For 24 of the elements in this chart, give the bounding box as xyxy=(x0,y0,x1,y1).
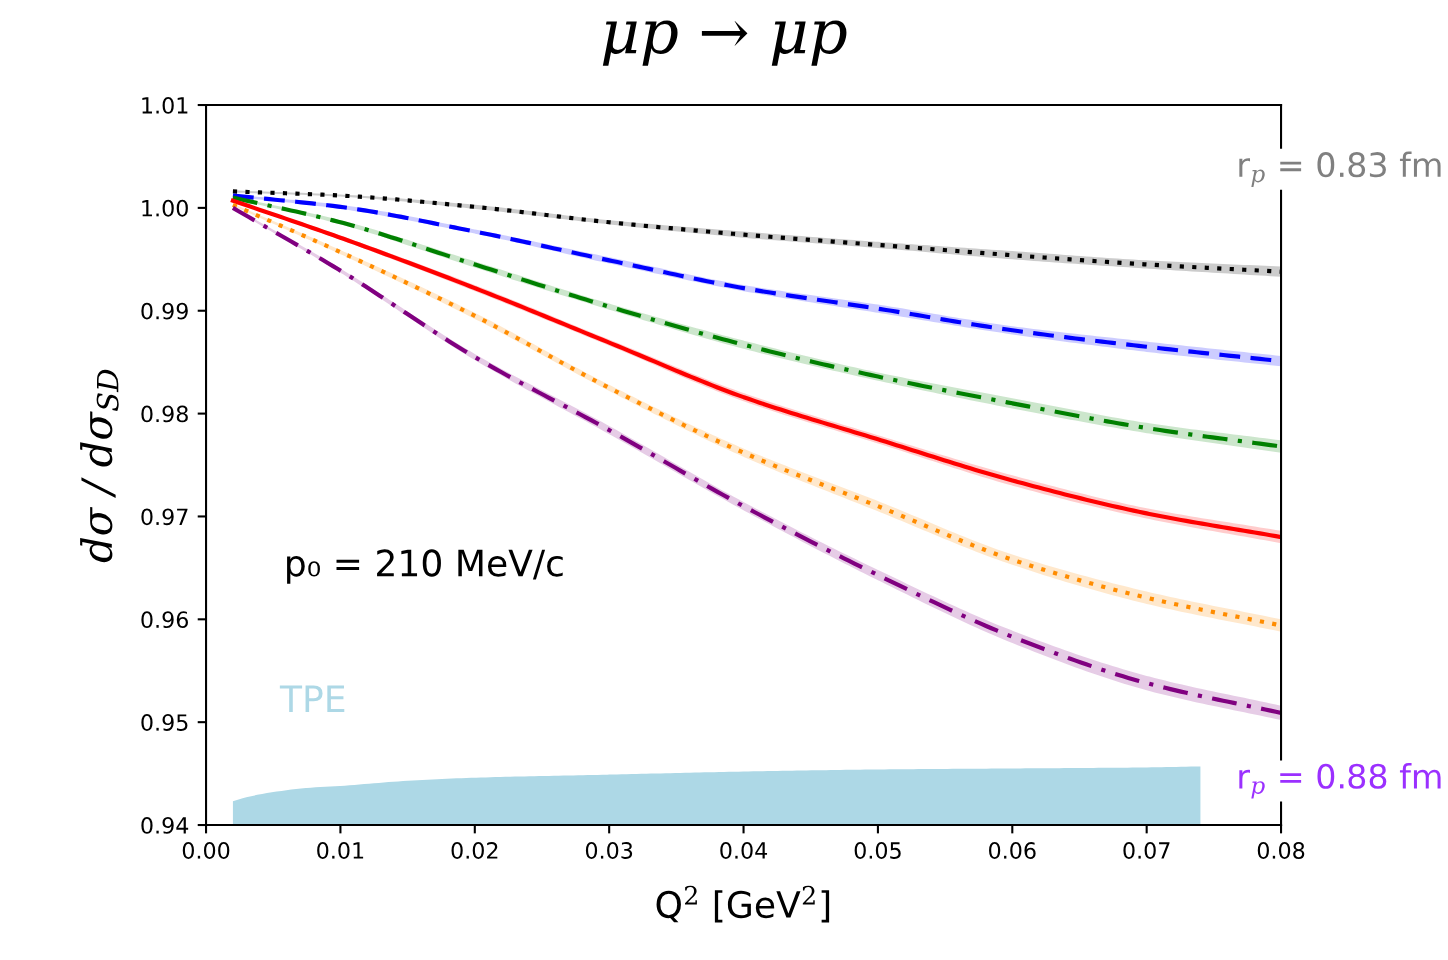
x-tick-label: 0.06 xyxy=(989,842,1036,859)
x-tick-label: 0.08 xyxy=(1257,842,1305,859)
y-axis-title: dσ / dσ$_{SD}$ xyxy=(80,369,119,563)
y-tick-label: 1.00 xyxy=(142,199,188,217)
annotation: p₀ = 210 MeV/c xyxy=(287,549,563,584)
x-tick-label: 0.01 xyxy=(317,842,364,859)
text: TPE xyxy=(279,685,345,712)
annotation: r$_{p}$ = 0.83 fm xyxy=(1239,151,1441,187)
y-tick-label: 1.01 xyxy=(142,96,188,114)
chart-title: μp → μp xyxy=(602,20,847,66)
x-tick-label: 0.05 xyxy=(854,842,901,859)
x-tick-label: 0.04 xyxy=(720,842,768,859)
y-tick-label: 0.98 xyxy=(141,405,188,423)
y-tick-label: 0.96 xyxy=(141,611,188,629)
x-tick-label: 0.03 xyxy=(585,842,633,859)
y-tick-label: 0.97 xyxy=(141,508,188,526)
annotation: r$_{p}$ = 0.88 fm xyxy=(1239,763,1441,799)
x-tick-label: 0.00 xyxy=(182,842,230,859)
x-axis-title: Q$^{2}$ [GeV$^{2}$] xyxy=(656,885,830,923)
y-tick-label: 0.95 xyxy=(141,714,188,731)
x-tick-label: 0.07 xyxy=(1123,842,1170,859)
y-tick-label: 0.99 xyxy=(141,302,188,320)
y-tick-label: 0.94 xyxy=(141,816,189,834)
x-tick-label: 0.02 xyxy=(451,842,498,859)
